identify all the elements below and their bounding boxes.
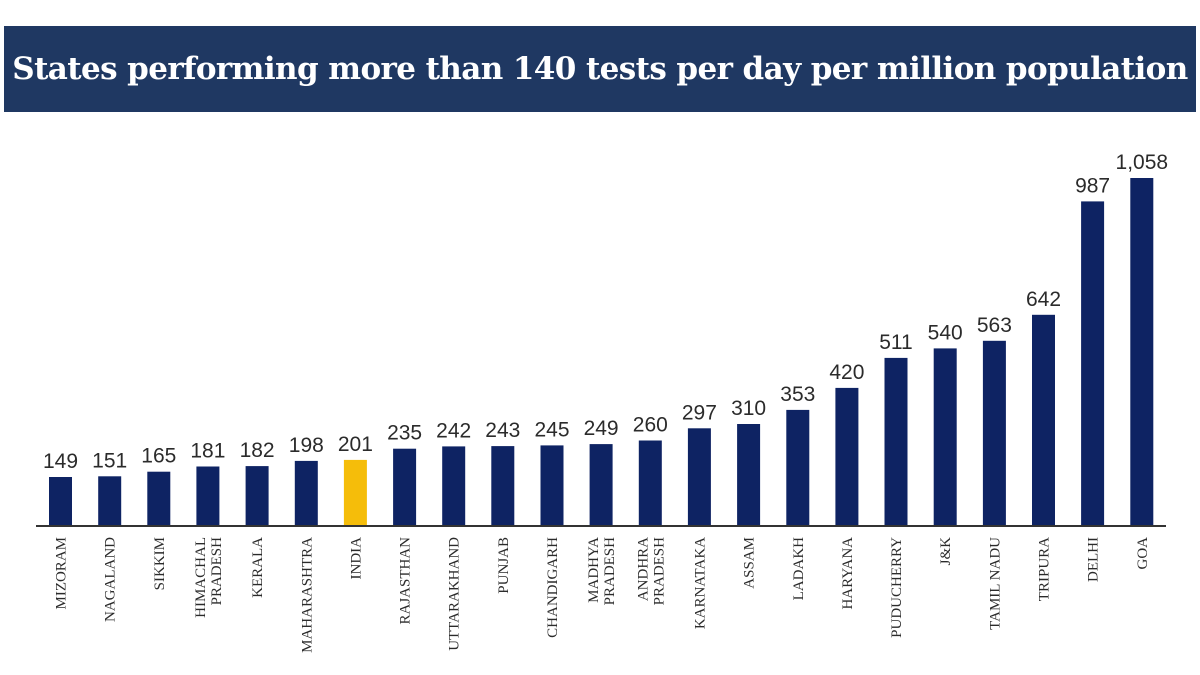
bar-punjab bbox=[491, 446, 515, 526]
bar-madhya-pradesh bbox=[589, 444, 613, 526]
category-label-chandigarh: CHANDIGARH bbox=[545, 537, 561, 638]
bar-delhi bbox=[1081, 201, 1105, 526]
value-label-himachal-pradesh: 181 bbox=[190, 440, 225, 463]
value-label-karnataka: 297 bbox=[682, 401, 717, 424]
category-label-tripura: TRIPURA bbox=[1037, 537, 1053, 601]
value-label-sikkim: 165 bbox=[141, 445, 176, 468]
value-label-tripura: 642 bbox=[1026, 288, 1061, 311]
value-label-nagaland: 151 bbox=[92, 449, 127, 472]
category-label-karnataka: KARNATAKA bbox=[692, 537, 708, 629]
category-label-puducherry: PUDUCHERRY bbox=[889, 537, 905, 638]
value-label-kerala: 182 bbox=[240, 439, 275, 462]
category-label-india: INDIA bbox=[348, 537, 364, 580]
value-label-madhya-pradesh: 249 bbox=[584, 417, 619, 440]
value-label-ladakh: 353 bbox=[780, 383, 815, 406]
value-label-maharashtra: 198 bbox=[289, 434, 324, 457]
bars-group bbox=[49, 178, 1154, 526]
value-label-delhi: 987 bbox=[1075, 174, 1110, 197]
category-label-ladakh: LADAKH bbox=[791, 537, 807, 600]
bar-himachal-pradesh bbox=[196, 466, 220, 526]
value-label-puducherry: 511 bbox=[879, 331, 912, 354]
value-label-chandigarh: 245 bbox=[534, 418, 569, 441]
category-label-assam: ASSAM bbox=[742, 537, 758, 589]
category-label-himachal-pradesh-line-1: HIMACHAL bbox=[193, 537, 209, 618]
value-label-andhra-pradesh: 260 bbox=[633, 414, 668, 437]
bar-maharashtra bbox=[294, 460, 318, 526]
value-label-punjab: 243 bbox=[485, 419, 520, 442]
value-labels-group: 149 151 165 181 182 198 201 235 242 243 245 249 260 2… bbox=[43, 151, 1168, 473]
category-label-goa: GOA bbox=[1135, 537, 1151, 570]
category-label-delhi: DELHI bbox=[1086, 537, 1102, 582]
bar-nagaland bbox=[98, 476, 122, 526]
category-label-andhra-pradesh-line-2: PRADESH bbox=[651, 537, 667, 606]
category-label-nagaland: NAGALAND bbox=[103, 537, 119, 622]
category-label-tamil-nadu: TAMIL NADU bbox=[987, 537, 1003, 630]
bar-india bbox=[343, 459, 367, 526]
value-label-haryana: 420 bbox=[829, 361, 864, 384]
category-label-haryana: HARYANA bbox=[840, 537, 856, 610]
chart-title: States performing more than 140 tests pe… bbox=[12, 51, 1188, 87]
bar-mizoram bbox=[49, 477, 72, 526]
value-label-rajasthan: 235 bbox=[387, 422, 422, 445]
category-label-madhya-pradesh-line-2: PRADESH bbox=[602, 537, 618, 606]
category-label-uttarakhand: UTTARAKHAND bbox=[447, 537, 463, 651]
bar-rajasthan bbox=[393, 448, 417, 526]
value-label-j-k: 540 bbox=[928, 321, 963, 344]
value-label-assam: 310 bbox=[731, 397, 766, 420]
bar-uttarakhand bbox=[442, 446, 466, 526]
value-label-tamil-nadu: 563 bbox=[977, 314, 1012, 337]
bar-assam bbox=[737, 424, 761, 526]
bar-tamil-nadu bbox=[982, 340, 1006, 526]
bar-kerala bbox=[245, 466, 269, 526]
category-label-andhra-pradesh-line-1: ANDHRA bbox=[635, 537, 651, 601]
bar-karnataka bbox=[687, 428, 711, 526]
category-labels-group: MIZORAM NAGALAND SIKKIM HIMACHAL PRADESH KERA… bbox=[54, 537, 1151, 653]
bar-tripura bbox=[1032, 314, 1055, 526]
category-label-himachal-pradesh-line-2: PRADESH bbox=[209, 537, 225, 606]
bar-ladakh bbox=[786, 409, 810, 526]
value-label-india: 201 bbox=[338, 433, 373, 456]
title-banner: States performing more than 140 tests pe… bbox=[4, 26, 1196, 112]
category-label-sikkim: SIKKIM bbox=[152, 537, 168, 590]
category-label-kerala: KERALA bbox=[250, 537, 266, 598]
category-label-j-k: J&K bbox=[938, 537, 954, 566]
bar-j-k bbox=[933, 348, 957, 526]
bar-goa bbox=[1130, 178, 1154, 526]
value-label-goa: 1,058 bbox=[1116, 151, 1169, 174]
value-label-mizoram: 149 bbox=[43, 450, 78, 473]
category-label-madhya-pradesh-line-1: MADHYA bbox=[586, 537, 602, 603]
bar-andhra-pradesh bbox=[638, 440, 662, 526]
category-label-mizoram: MIZORAM bbox=[54, 537, 70, 610]
bar-haryana bbox=[835, 387, 859, 526]
value-label-uttarakhand: 242 bbox=[436, 419, 471, 442]
bar-chandigarh bbox=[540, 445, 564, 526]
bar-puducherry bbox=[884, 357, 908, 526]
bar-sikkim bbox=[147, 471, 171, 526]
category-label-rajasthan: RAJASTHAN bbox=[398, 537, 414, 625]
category-label-maharashtra: MAHARASHTRA bbox=[299, 537, 315, 653]
category-label-punjab: PUNJAB bbox=[496, 537, 512, 594]
